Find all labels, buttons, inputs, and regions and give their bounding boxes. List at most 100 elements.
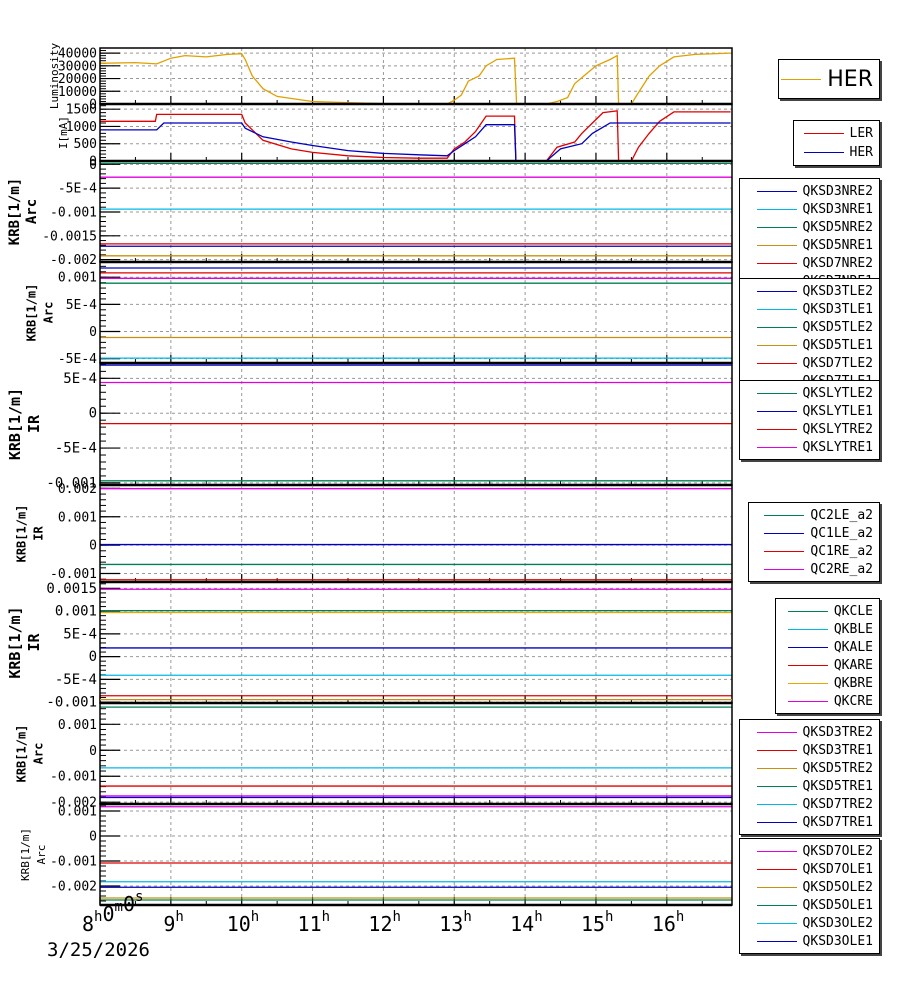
legend-entry: QKSD3NRE2	[740, 182, 879, 200]
legend-arc-tre: QKSD3TRE2 QKSD3TRE1 QKSD5TRE2 QKSD5TRE1 QKSD…	[739, 719, 880, 835]
legend-entry: QKSD3OLE2	[740, 914, 879, 932]
y-axis-label: Arc	[32, 743, 46, 765]
legend-arc-ole: QKSD7OLE2 QKSD7OLE1 QKSD5OLE2 QKSD5OLE1 QKSD…	[739, 838, 880, 954]
legend-label: QKSD3TLE1	[802, 301, 873, 317]
legend-swatch	[756, 940, 797, 942]
legend-swatch	[756, 326, 797, 328]
legend-entry: QKSD5TRE1	[740, 777, 879, 795]
y-tick-label: 1000	[66, 120, 97, 135]
y-tick-label: 0	[89, 406, 97, 422]
legend-label: QKSD3OLE1	[802, 933, 873, 949]
y-tick-label: 0	[89, 744, 97, 759]
legend-swatch	[756, 850, 797, 852]
panel-frame	[99, 803, 733, 906]
y-tick-label: 30000	[58, 59, 97, 74]
y-tick-label: -0.002	[50, 796, 97, 811]
legend-label: QKSD3NRE1	[802, 201, 873, 217]
y-tick-label: 5E-4	[63, 626, 97, 642]
x-axis-labels: 8h0m0s 9h 10h 11h 12h 13h 14h 15h 16h	[82, 889, 684, 936]
panel-frame	[99, 103, 733, 162]
legend-entry: QC1LE_a2	[749, 524, 879, 542]
y-axis-label: Arc	[35, 845, 48, 865]
legend-entry: QKSLYTLE1	[740, 402, 879, 420]
legend-entry: QKSD7OLE1	[740, 860, 879, 878]
legend-swatch	[787, 700, 828, 702]
legend-entry: QKSD3TRE2	[740, 723, 879, 741]
legend-label: QKSD3TLE2	[802, 283, 873, 299]
legend-entry: QC2RE_a2	[749, 560, 879, 578]
y-tick-label: 0.001	[58, 718, 97, 733]
y-tick-label: 0	[89, 158, 97, 173]
y-axis-label: IR	[25, 414, 43, 433]
legend-entry: QKBRE	[776, 674, 879, 692]
y-tick-label: 0.0015	[46, 581, 97, 597]
legend-label: QKBLE	[833, 621, 873, 637]
panel-arc-nre: 0 -5E-4 -0.001 -0.0015 -0.002 KRB[1/m] Arc	[7, 158, 733, 268]
legend-label: QKSLYTLE1	[802, 403, 873, 419]
y-axis-label: IR	[32, 526, 46, 541]
legend-swatch	[756, 868, 797, 870]
legend-entry: QKALE	[776, 638, 879, 656]
legend-entry: QKSD5TLE1	[740, 336, 879, 354]
y-tick-label: -5E-4	[58, 182, 97, 197]
legend-label: QKSD7TRE2	[802, 796, 873, 812]
y-axis-label: I[mA]	[57, 116, 70, 149]
y-tick-label: 0	[89, 649, 97, 665]
legend-label: QKCRE	[833, 693, 873, 709]
y-axis-label: KRB[1/m]	[15, 725, 29, 783]
y-tick-label: 0	[89, 830, 97, 845]
legend-swatch	[764, 568, 805, 570]
legend-swatch	[756, 226, 797, 228]
legend-swatch	[756, 731, 797, 733]
legend-entry: QKSD5NRE2	[740, 218, 879, 236]
y-tick-label: -0.002	[50, 253, 97, 268]
x-tick-label: 11h	[298, 909, 331, 936]
legend-entry: QKSD3TRE1	[740, 741, 879, 759]
legend-swatch	[803, 133, 844, 134]
y-tick-label: 10000	[58, 85, 97, 100]
y-axis-label: KRB[1/m]	[6, 606, 24, 678]
x-tick-label: 12h	[368, 909, 401, 936]
legend-entry: QKSD5TLE2	[740, 318, 879, 336]
legend-label: QKSD3NRE2	[802, 183, 873, 199]
legend-label: QKSLYTRE2	[802, 421, 873, 437]
y-tick-label: 20000	[58, 72, 97, 87]
legend-label: HER	[827, 66, 873, 92]
legend-label: QKSD3OLE2	[802, 915, 873, 931]
y-tick-label: -0.0015	[42, 229, 97, 244]
legend-swatch	[756, 362, 797, 364]
y-tick-label: 0	[89, 539, 97, 554]
legend-entry: QKSD3OLE1	[740, 932, 879, 950]
legend-label: QC2RE_a2	[810, 561, 873, 577]
legend-label: QKARE	[833, 657, 873, 673]
legend-swatch	[756, 190, 797, 192]
legend-swatch	[764, 514, 805, 516]
legend-luminosity: HER	[778, 59, 880, 99]
legend-swatch	[787, 610, 828, 612]
legend-label: QKSLYTLE2	[802, 385, 873, 401]
y-tick-label: -5E-4	[55, 441, 97, 457]
y-tick-label: -0.001	[46, 695, 97, 711]
legend-swatch	[756, 446, 797, 448]
y-tick-label: 40000	[58, 47, 97, 62]
date-label: 3/25/2026	[47, 939, 150, 961]
legend-swatch	[756, 785, 797, 787]
y-tick-label: 0.001	[58, 271, 97, 286]
legend-current: LER HER	[793, 120, 880, 166]
panel-ir-sly: 5E-4 0 -5E-4 -0.001 KRB[1/m] IR	[6, 362, 733, 491]
x-tick-label: 9h	[163, 909, 183, 936]
y-tick-label: 0.001	[58, 510, 97, 525]
legend-swatch	[756, 308, 797, 310]
y-tick-label: -5E-4	[58, 352, 97, 367]
y-tick-label: 0	[89, 98, 97, 113]
legend-label: QKSD3TRE1	[802, 742, 873, 758]
y-tick-label: 0	[89, 155, 97, 170]
legend-entry: QKSD3TLE2	[740, 282, 879, 300]
legend-entry: QKSD5TRE2	[740, 759, 879, 777]
y-axis-label: KRB[1/m]	[6, 388, 24, 460]
legend-entry: QKSLYTLE2	[740, 384, 879, 402]
y-tick-label: -5E-4	[55, 672, 97, 688]
legend-ir-qc: QC2LE_a2 QC1LE_a2 QC1RE_a2 QC2RE_a2	[748, 502, 880, 582]
x-tick-label: 16h	[652, 909, 685, 936]
